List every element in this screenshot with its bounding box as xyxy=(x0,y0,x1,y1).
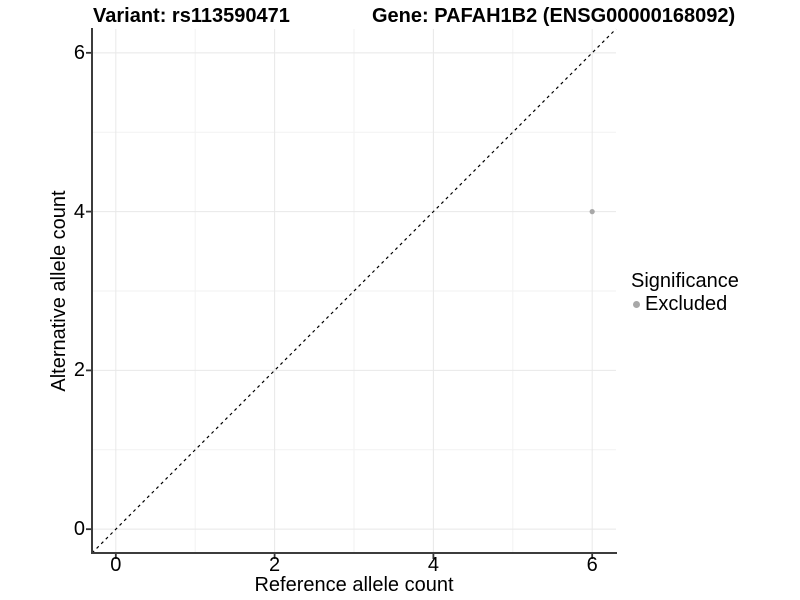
x-tick-label: 4 xyxy=(427,554,439,576)
data-point xyxy=(589,209,595,215)
y-tick-label: 4 xyxy=(73,200,85,223)
y-tick-label: 0 xyxy=(73,518,85,541)
plot-title-variant: Variant: rs113590471 xyxy=(93,5,290,27)
legend-item-label: Excluded xyxy=(645,293,728,315)
x-axis-label: Reference allele count xyxy=(254,574,454,596)
legend: Significance Excluded xyxy=(631,270,739,316)
plot-title-gene: Gene: PAFAH1B2 (ENSG00000168092) xyxy=(372,5,736,27)
y-tick-label: 6 xyxy=(73,41,85,64)
x-tick-label: 2 xyxy=(269,554,281,576)
y-tick-label: 2 xyxy=(73,359,85,382)
legend-title: Significance xyxy=(631,270,739,292)
legend-point-swatch xyxy=(633,301,640,308)
legend-item-excluded: Excluded xyxy=(631,293,739,316)
identity-reference-line xyxy=(91,28,617,554)
x-tick-label: 0 xyxy=(110,554,122,576)
x-tick-label: 6 xyxy=(586,554,598,576)
